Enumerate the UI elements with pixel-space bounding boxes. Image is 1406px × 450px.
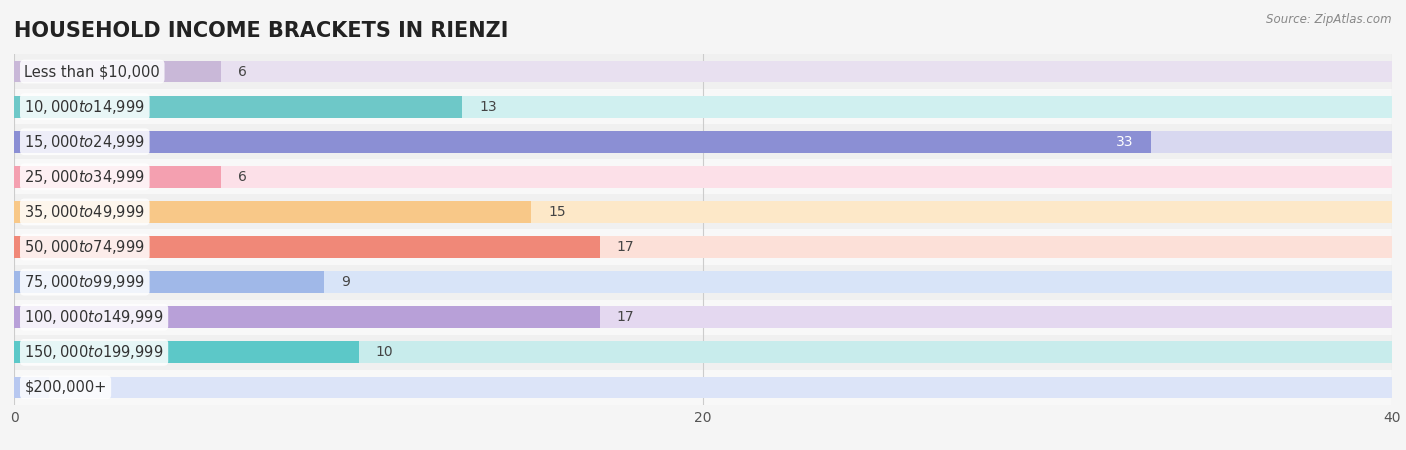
Bar <box>14 166 221 188</box>
Bar <box>14 166 1392 188</box>
Bar <box>14 370 1392 405</box>
Text: HOUSEHOLD INCOME BRACKETS IN RIENZI: HOUSEHOLD INCOME BRACKETS IN RIENZI <box>14 21 509 41</box>
Bar <box>14 271 1392 293</box>
Text: $10,000 to $14,999: $10,000 to $14,999 <box>24 98 145 116</box>
Bar <box>14 124 1392 159</box>
Text: $25,000 to $34,999: $25,000 to $34,999 <box>24 168 145 186</box>
Text: $35,000 to $49,999: $35,000 to $49,999 <box>24 203 145 221</box>
Text: 9: 9 <box>342 275 350 289</box>
Bar <box>14 230 1392 265</box>
Bar <box>14 96 463 117</box>
Bar <box>14 306 599 328</box>
Text: 17: 17 <box>617 240 634 254</box>
Text: $15,000 to $24,999: $15,000 to $24,999 <box>24 133 145 151</box>
Bar <box>14 131 1392 153</box>
Bar <box>14 271 325 293</box>
Bar <box>14 54 1392 89</box>
Text: 10: 10 <box>375 345 394 360</box>
Bar <box>14 342 359 363</box>
Text: $50,000 to $74,999: $50,000 to $74,999 <box>24 238 145 256</box>
Bar <box>14 236 1392 258</box>
Bar <box>14 96 1392 117</box>
Text: 6: 6 <box>238 64 247 79</box>
Text: 15: 15 <box>548 205 565 219</box>
Text: 17: 17 <box>617 310 634 324</box>
Text: 13: 13 <box>479 99 496 114</box>
Bar <box>14 265 1392 300</box>
Bar <box>14 377 1392 398</box>
Bar <box>14 201 1392 223</box>
Bar <box>14 306 1392 328</box>
Bar <box>14 194 1392 230</box>
Bar <box>14 236 599 258</box>
Text: $75,000 to $99,999: $75,000 to $99,999 <box>24 273 145 291</box>
Text: Less than $10,000: Less than $10,000 <box>24 64 160 79</box>
Bar <box>14 342 1392 363</box>
Bar <box>14 89 1392 124</box>
Bar <box>14 131 1152 153</box>
Bar <box>14 300 1392 335</box>
Bar <box>14 61 1392 82</box>
Bar <box>14 335 1392 370</box>
Text: $200,000+: $200,000+ <box>24 380 107 395</box>
Text: $150,000 to $199,999: $150,000 to $199,999 <box>24 343 165 361</box>
Text: Source: ZipAtlas.com: Source: ZipAtlas.com <box>1267 14 1392 27</box>
Bar <box>14 61 221 82</box>
Text: 6: 6 <box>238 170 247 184</box>
Text: $100,000 to $149,999: $100,000 to $149,999 <box>24 308 165 326</box>
Text: 1: 1 <box>66 380 75 395</box>
Text: 33: 33 <box>1116 135 1133 149</box>
Bar <box>14 159 1392 194</box>
Bar <box>14 377 48 398</box>
Bar <box>14 201 531 223</box>
